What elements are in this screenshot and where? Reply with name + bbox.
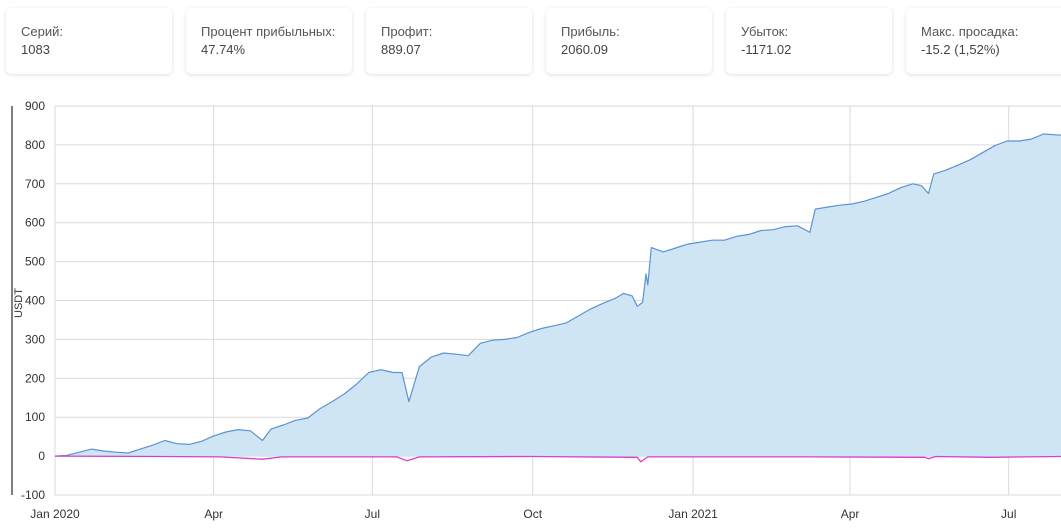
y-tick-label: 900 <box>25 99 45 113</box>
x-tick-label: Jan 2021 <box>668 507 718 521</box>
x-tick-label: Oct <box>523 507 542 521</box>
stat-label: Макс. просадка: <box>921 24 1019 39</box>
y-tick-label: 200 <box>25 371 45 385</box>
stat-card-max-drawdown: Макс. просадка: -15.2 (1,52%) <box>906 8 1061 74</box>
stat-value: 47.74% <box>201 42 246 57</box>
stat-card-series: Серий: 1083 <box>6 8 172 74</box>
y-tick-labels: 900 800 700 600 500 400 300 200 100 0 -100 <box>21 99 45 502</box>
y-tick-label: 700 <box>25 177 45 191</box>
y-tick-label: 400 <box>25 294 45 308</box>
stat-value: 889.07 <box>381 42 421 57</box>
y-tick-label: 600 <box>25 216 45 230</box>
stat-value: -15.2 (1,52%) <box>921 42 1000 57</box>
stat-card-loss: Убыток: -1171.02 <box>726 8 892 74</box>
stat-label: Профит: <box>381 24 433 39</box>
x-tick-label: Jul <box>1001 507 1016 521</box>
y-tick-label: 500 <box>25 255 45 269</box>
equity-chart: 900 800 700 600 500 400 300 200 100 0 -100 Jan 202… <box>11 99 1061 521</box>
stat-value: -1171.02 <box>741 42 792 57</box>
x-tick-labels: Jan 2020 Apr Jul Oct Jan 2021 Apr Jul <box>30 507 1016 521</box>
stat-card-gross-profit: Прибыль: 2060.09 <box>546 8 712 74</box>
y-tick-label: 300 <box>25 332 45 346</box>
stat-label: Убыток: <box>741 24 789 39</box>
stat-label: Прибыль: <box>561 24 620 39</box>
stats-bar: Серий: 1083 Процент прибыльных: 47.74% П… <box>0 0 1061 82</box>
profit-line <box>54 133 1061 457</box>
y-tick-label: -100 <box>21 488 45 502</box>
x-tick-label: Jul <box>365 507 380 521</box>
x-tick-label: Jan 2020 <box>30 507 80 521</box>
drawdown-line <box>54 455 1061 463</box>
profit-area <box>55 134 1061 457</box>
stat-card-win-rate: Процент прибыльных: 47.74% <box>186 8 352 74</box>
x-tick-label: Apr <box>204 507 223 521</box>
y-axis-title: USDT <box>13 288 25 318</box>
stat-value: 1083 <box>21 42 50 57</box>
stat-card-profit: Профит: 889.07 <box>366 8 532 74</box>
y-tick-label: 100 <box>25 410 45 424</box>
stat-label: Процент прибыльных: <box>201 24 336 39</box>
x-tick-label: Apr <box>841 507 860 521</box>
stat-value: 2060.09 <box>561 42 608 57</box>
y-tick-label: 0 <box>38 449 45 463</box>
stat-label: Серий: <box>21 24 63 39</box>
y-tick-label: 800 <box>25 138 45 152</box>
chart-series <box>54 133 1061 463</box>
